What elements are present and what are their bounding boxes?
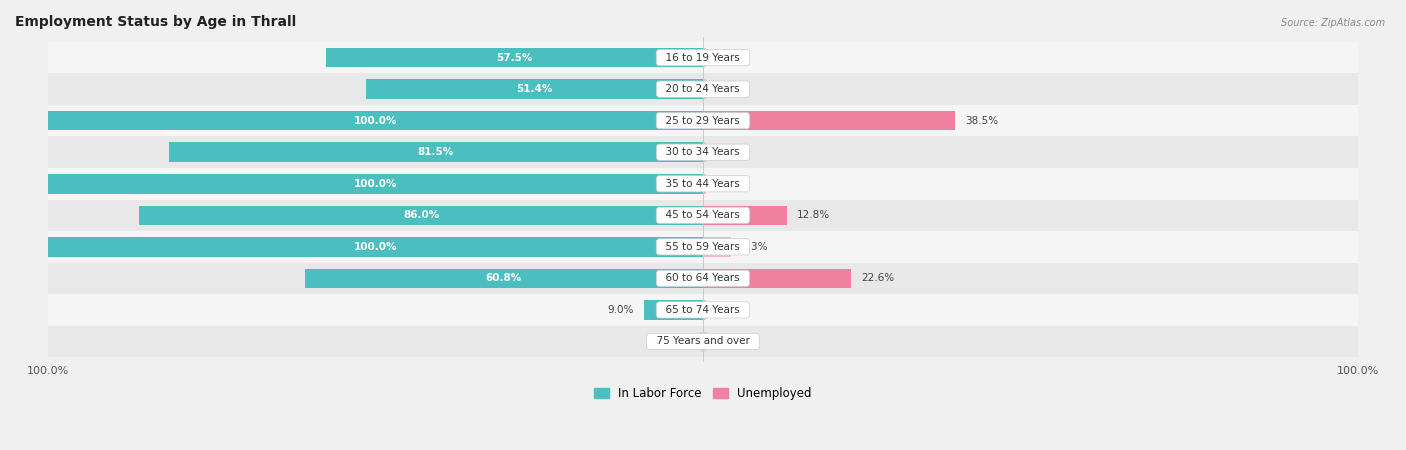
Bar: [48, 105, 1358, 136]
Bar: [703, 143, 706, 162]
Text: 0.0%: 0.0%: [716, 305, 742, 315]
Bar: [703, 111, 955, 130]
Bar: [48, 199, 1358, 231]
Bar: [48, 111, 703, 130]
Text: 16 to 19 Years: 16 to 19 Years: [659, 53, 747, 63]
Text: 86.0%: 86.0%: [404, 210, 439, 220]
Text: 100.0%: 100.0%: [354, 116, 396, 126]
Text: 100.0%: 100.0%: [354, 179, 396, 189]
Bar: [139, 206, 703, 225]
Text: 0.0%: 0.0%: [716, 179, 742, 189]
Bar: [48, 136, 1358, 168]
Text: 45 to 54 Years: 45 to 54 Years: [659, 210, 747, 220]
Bar: [48, 294, 1358, 326]
Bar: [703, 332, 706, 351]
Text: 57.5%: 57.5%: [496, 53, 533, 63]
Bar: [703, 48, 706, 68]
Bar: [48, 168, 1358, 199]
Bar: [48, 263, 1358, 294]
Text: 55 to 59 Years: 55 to 59 Years: [659, 242, 747, 252]
Text: 0.0%: 0.0%: [716, 337, 742, 347]
Text: 35 to 44 Years: 35 to 44 Years: [659, 179, 747, 189]
Text: 0.0%: 0.0%: [716, 147, 742, 157]
Bar: [305, 269, 703, 288]
Bar: [703, 300, 706, 320]
Bar: [326, 48, 703, 68]
Bar: [48, 231, 1358, 263]
Text: 81.5%: 81.5%: [418, 147, 454, 157]
Text: 60 to 64 Years: 60 to 64 Years: [659, 273, 747, 284]
Bar: [366, 79, 703, 99]
Text: 4.3%: 4.3%: [741, 242, 768, 252]
Text: 25 to 29 Years: 25 to 29 Years: [659, 116, 747, 126]
Text: Source: ZipAtlas.com: Source: ZipAtlas.com: [1281, 18, 1385, 28]
Bar: [169, 143, 703, 162]
Legend: In Labor Force, Unemployed: In Labor Force, Unemployed: [589, 382, 817, 405]
Text: 38.5%: 38.5%: [965, 116, 998, 126]
Text: 65 to 74 Years: 65 to 74 Years: [659, 305, 747, 315]
Text: 20 to 24 Years: 20 to 24 Years: [659, 84, 747, 94]
Text: 9.0%: 9.0%: [607, 305, 634, 315]
Text: 51.4%: 51.4%: [516, 84, 553, 94]
Bar: [48, 326, 1358, 357]
Text: 30 to 34 Years: 30 to 34 Years: [659, 147, 747, 157]
Bar: [48, 174, 703, 194]
Bar: [703, 206, 787, 225]
Bar: [644, 300, 703, 320]
Bar: [703, 174, 706, 194]
Bar: [703, 237, 731, 256]
Text: 100.0%: 100.0%: [354, 242, 396, 252]
Bar: [703, 269, 851, 288]
Bar: [48, 42, 1358, 73]
Text: 22.6%: 22.6%: [860, 273, 894, 284]
Text: Employment Status by Age in Thrall: Employment Status by Age in Thrall: [15, 15, 297, 29]
Bar: [700, 332, 703, 351]
Bar: [703, 79, 706, 99]
Text: 0.0%: 0.0%: [716, 53, 742, 63]
Bar: [48, 237, 703, 256]
Text: 12.8%: 12.8%: [797, 210, 830, 220]
Text: 75 Years and over: 75 Years and over: [650, 337, 756, 347]
Bar: [48, 73, 1358, 105]
Text: 0.0%: 0.0%: [716, 84, 742, 94]
Text: 60.8%: 60.8%: [485, 273, 522, 284]
Text: 0.0%: 0.0%: [661, 337, 686, 347]
